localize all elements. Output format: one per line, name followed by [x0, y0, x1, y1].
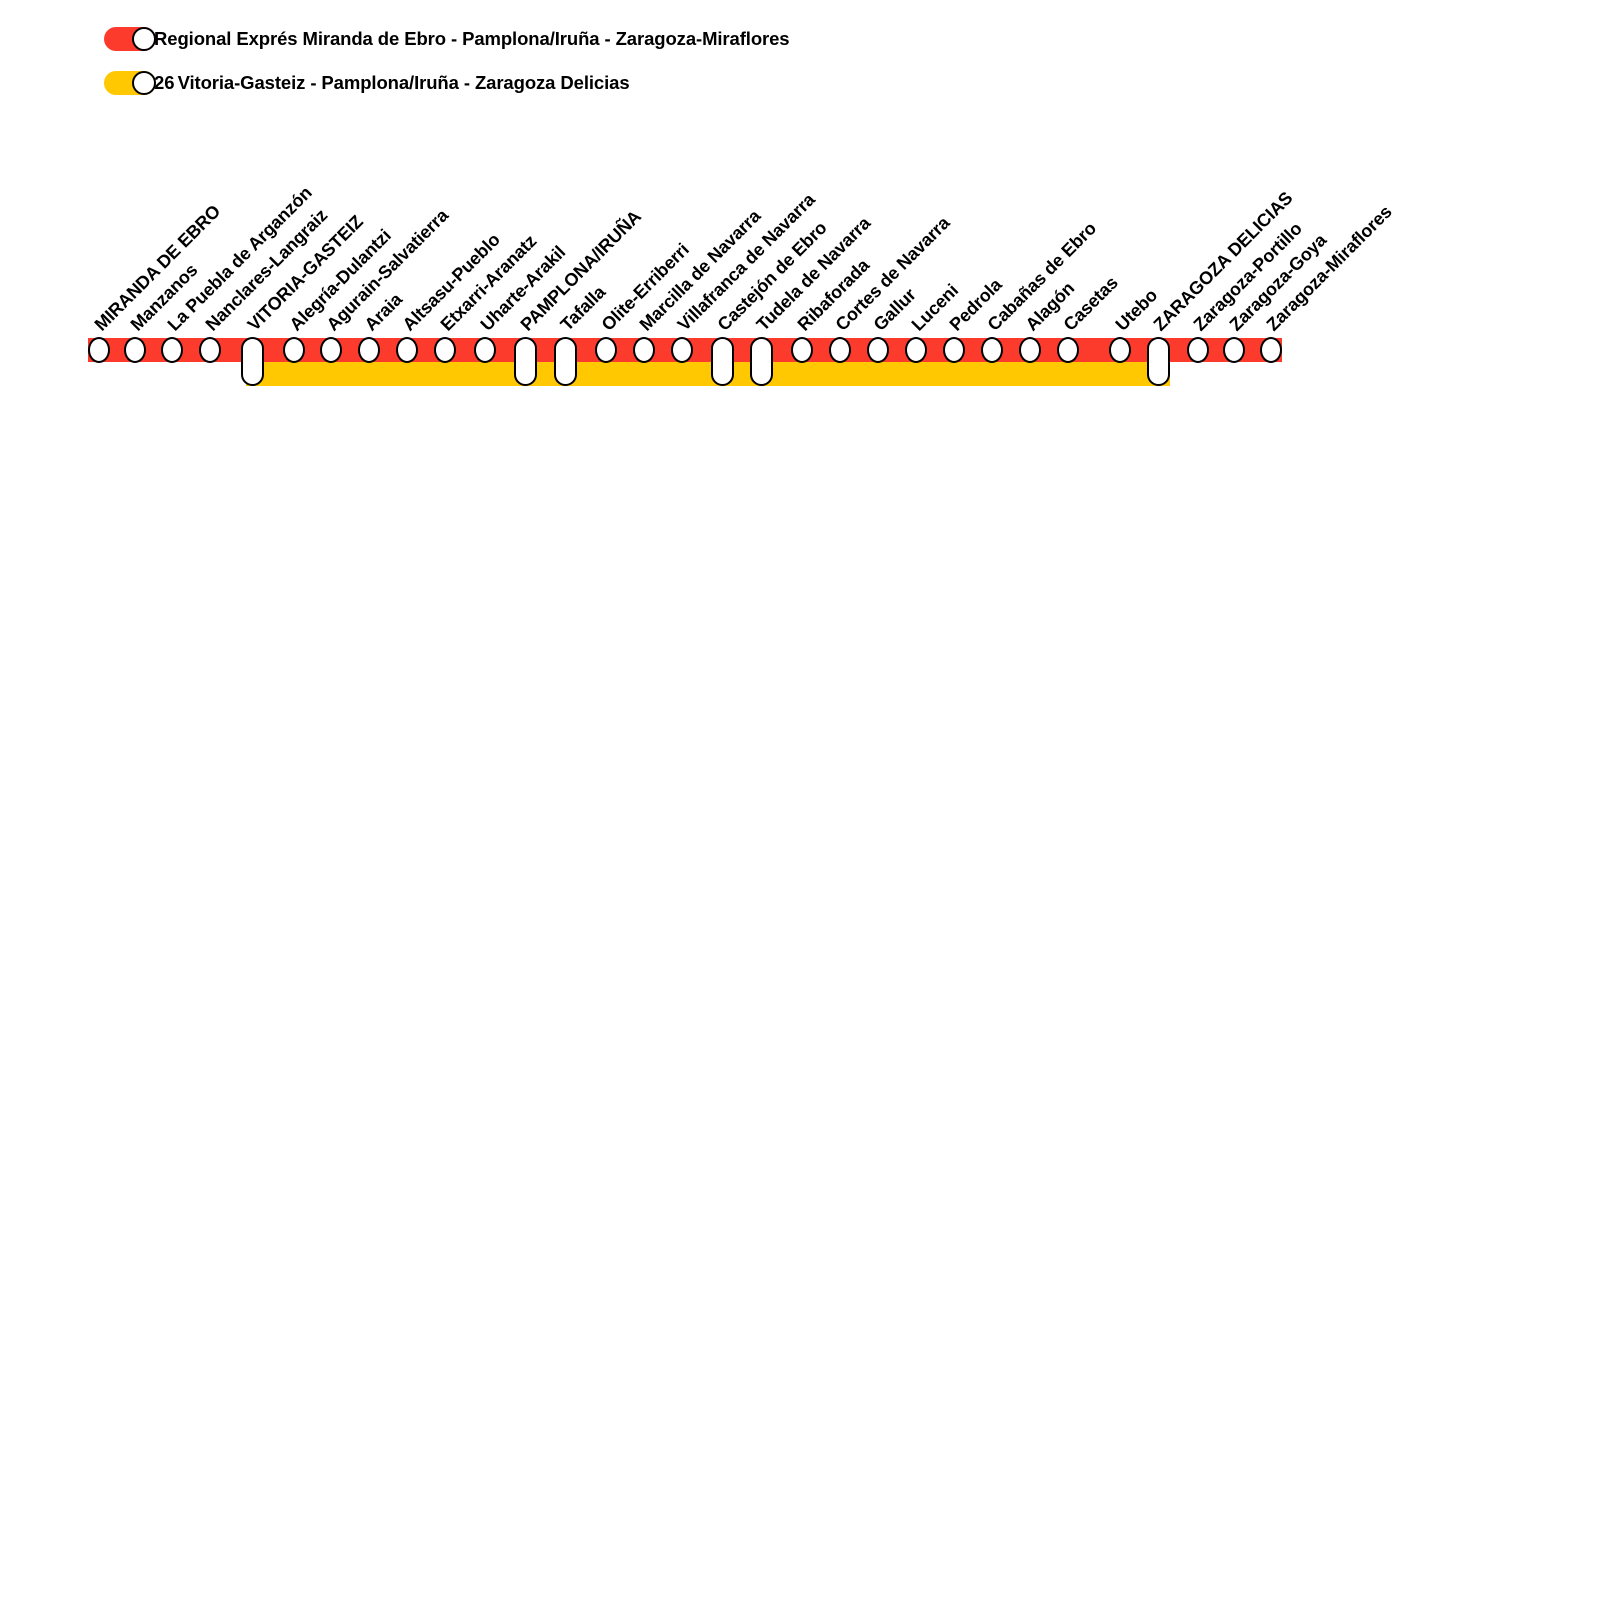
station-marker[interactable]: [1223, 337, 1245, 363]
station-marker[interactable]: [1187, 337, 1209, 363]
station-marker[interactable]: [358, 337, 380, 363]
station-marker[interactable]: [1057, 337, 1079, 363]
station-marker[interactable]: [943, 337, 965, 363]
legend-chip-yellow: [104, 71, 156, 95]
station-marker[interactable]: [124, 337, 146, 363]
route-line-yellow: [246, 362, 1170, 386]
station-label: Utebo: [1111, 285, 1162, 335]
station-marker[interactable]: [1260, 337, 1282, 363]
station-marker[interactable]: [434, 337, 456, 363]
station-marker[interactable]: [981, 337, 1003, 363]
station-marker[interactable]: [671, 337, 693, 363]
station-marker[interactable]: [791, 337, 813, 363]
station-marker[interactable]: [710, 337, 734, 386]
station-marker[interactable]: [474, 337, 496, 363]
station-dot-icon: [132, 27, 156, 51]
legend-label-line-26: Vitoria-Gasteiz - Pamplona/Iruña - Zarag…: [177, 71, 630, 93]
station-marker[interactable]: [867, 337, 889, 363]
station-dot-icon: [132, 71, 156, 95]
station-marker[interactable]: [595, 337, 617, 363]
station-marker[interactable]: [749, 337, 773, 386]
station-marker[interactable]: [1109, 337, 1131, 363]
station-marker[interactable]: [161, 337, 183, 363]
station-marker[interactable]: [283, 337, 305, 363]
station-marker[interactable]: [199, 337, 221, 363]
route-diagram: MIRANDA DE EBRO Manzanos La Puebla de Arga…: [0, 0, 1600, 520]
station-marker[interactable]: [905, 337, 927, 363]
station-marker[interactable]: [240, 337, 264, 386]
station-marker[interactable]: [1146, 337, 1170, 386]
legend-code-line-26: 26: [154, 71, 175, 93]
station-marker[interactable]: [829, 337, 851, 363]
legend-item-regional-expres[interactable]: Regional Exprés Miranda de Ebro - Pamplo…: [104, 22, 1404, 56]
route-legend: Regional Exprés Miranda de Ebro - Pamplo…: [104, 22, 1404, 110]
station-marker[interactable]: [633, 337, 655, 363]
legend-label-regional-expres: Regional Exprés Miranda de Ebro - Pamplo…: [154, 27, 790, 49]
station-marker[interactable]: [553, 337, 577, 386]
legend-item-line-26[interactable]: 26 Vitoria-Gasteiz - Pamplona/Iruña - Za…: [104, 66, 1404, 100]
station-marker[interactable]: [396, 337, 418, 363]
station-label: Casetas: [1059, 272, 1122, 335]
station-marker[interactable]: [88, 337, 110, 363]
station-marker[interactable]: [1019, 337, 1041, 363]
station-marker[interactable]: [320, 337, 342, 363]
legend-chip-red: [104, 27, 156, 51]
station-marker[interactable]: [513, 337, 537, 386]
